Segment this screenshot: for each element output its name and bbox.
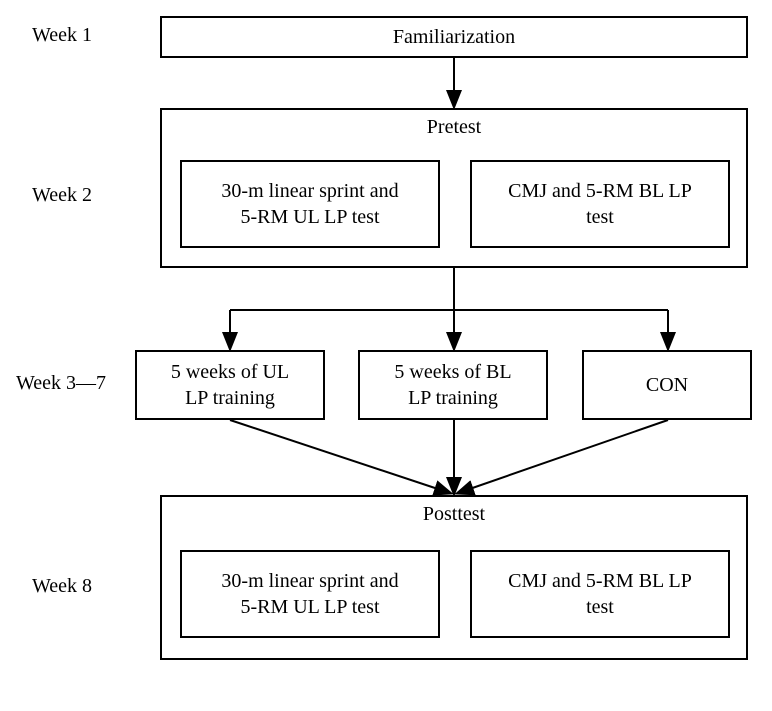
node-posttest-a: 30-m linear sprint and 5-RM UL LP test (180, 550, 440, 638)
node-pretest-b: CMJ and 5-RM BL LP test (470, 160, 730, 248)
node-pretest-a: 30-m linear sprint and 5-RM UL LP test (180, 160, 440, 248)
node-posttest-title: Posttest (162, 503, 746, 526)
node-bl-training: 5 weeks of BL LP training (358, 350, 548, 420)
edge-ul-posttest (230, 420, 450, 493)
flowchart-container: Week 1 Week 2 Week 3—7 Week 8 Familiariz… (0, 0, 772, 711)
node-bl-training-label: 5 weeks of BL LP training (394, 359, 511, 411)
node-posttest-a-label: 30-m linear sprint and 5-RM UL LP test (221, 568, 398, 620)
node-familiarization: Familiarization (160, 16, 748, 58)
node-pretest-title: Pretest (162, 116, 746, 139)
edge-con-posttest (458, 420, 668, 493)
node-posttest-b-label: CMJ and 5-RM BL LP test (508, 568, 692, 620)
node-pretest-a-label: 30-m linear sprint and 5-RM UL LP test (221, 178, 398, 230)
week2-label: Week 2 (32, 184, 92, 207)
node-con: CON (582, 350, 752, 420)
node-familiarization-label: Familiarization (393, 24, 515, 50)
week3-7-label: Week 3—7 (16, 372, 106, 395)
node-con-label: CON (646, 372, 688, 398)
node-ul-training-label: 5 weeks of UL LP training (171, 359, 289, 411)
week1-label: Week 1 (32, 24, 92, 47)
node-pretest-b-label: CMJ and 5-RM BL LP test (508, 178, 692, 230)
node-ul-training: 5 weeks of UL LP training (135, 350, 325, 420)
node-posttest-b: CMJ and 5-RM BL LP test (470, 550, 730, 638)
week8-label: Week 8 (32, 575, 92, 598)
